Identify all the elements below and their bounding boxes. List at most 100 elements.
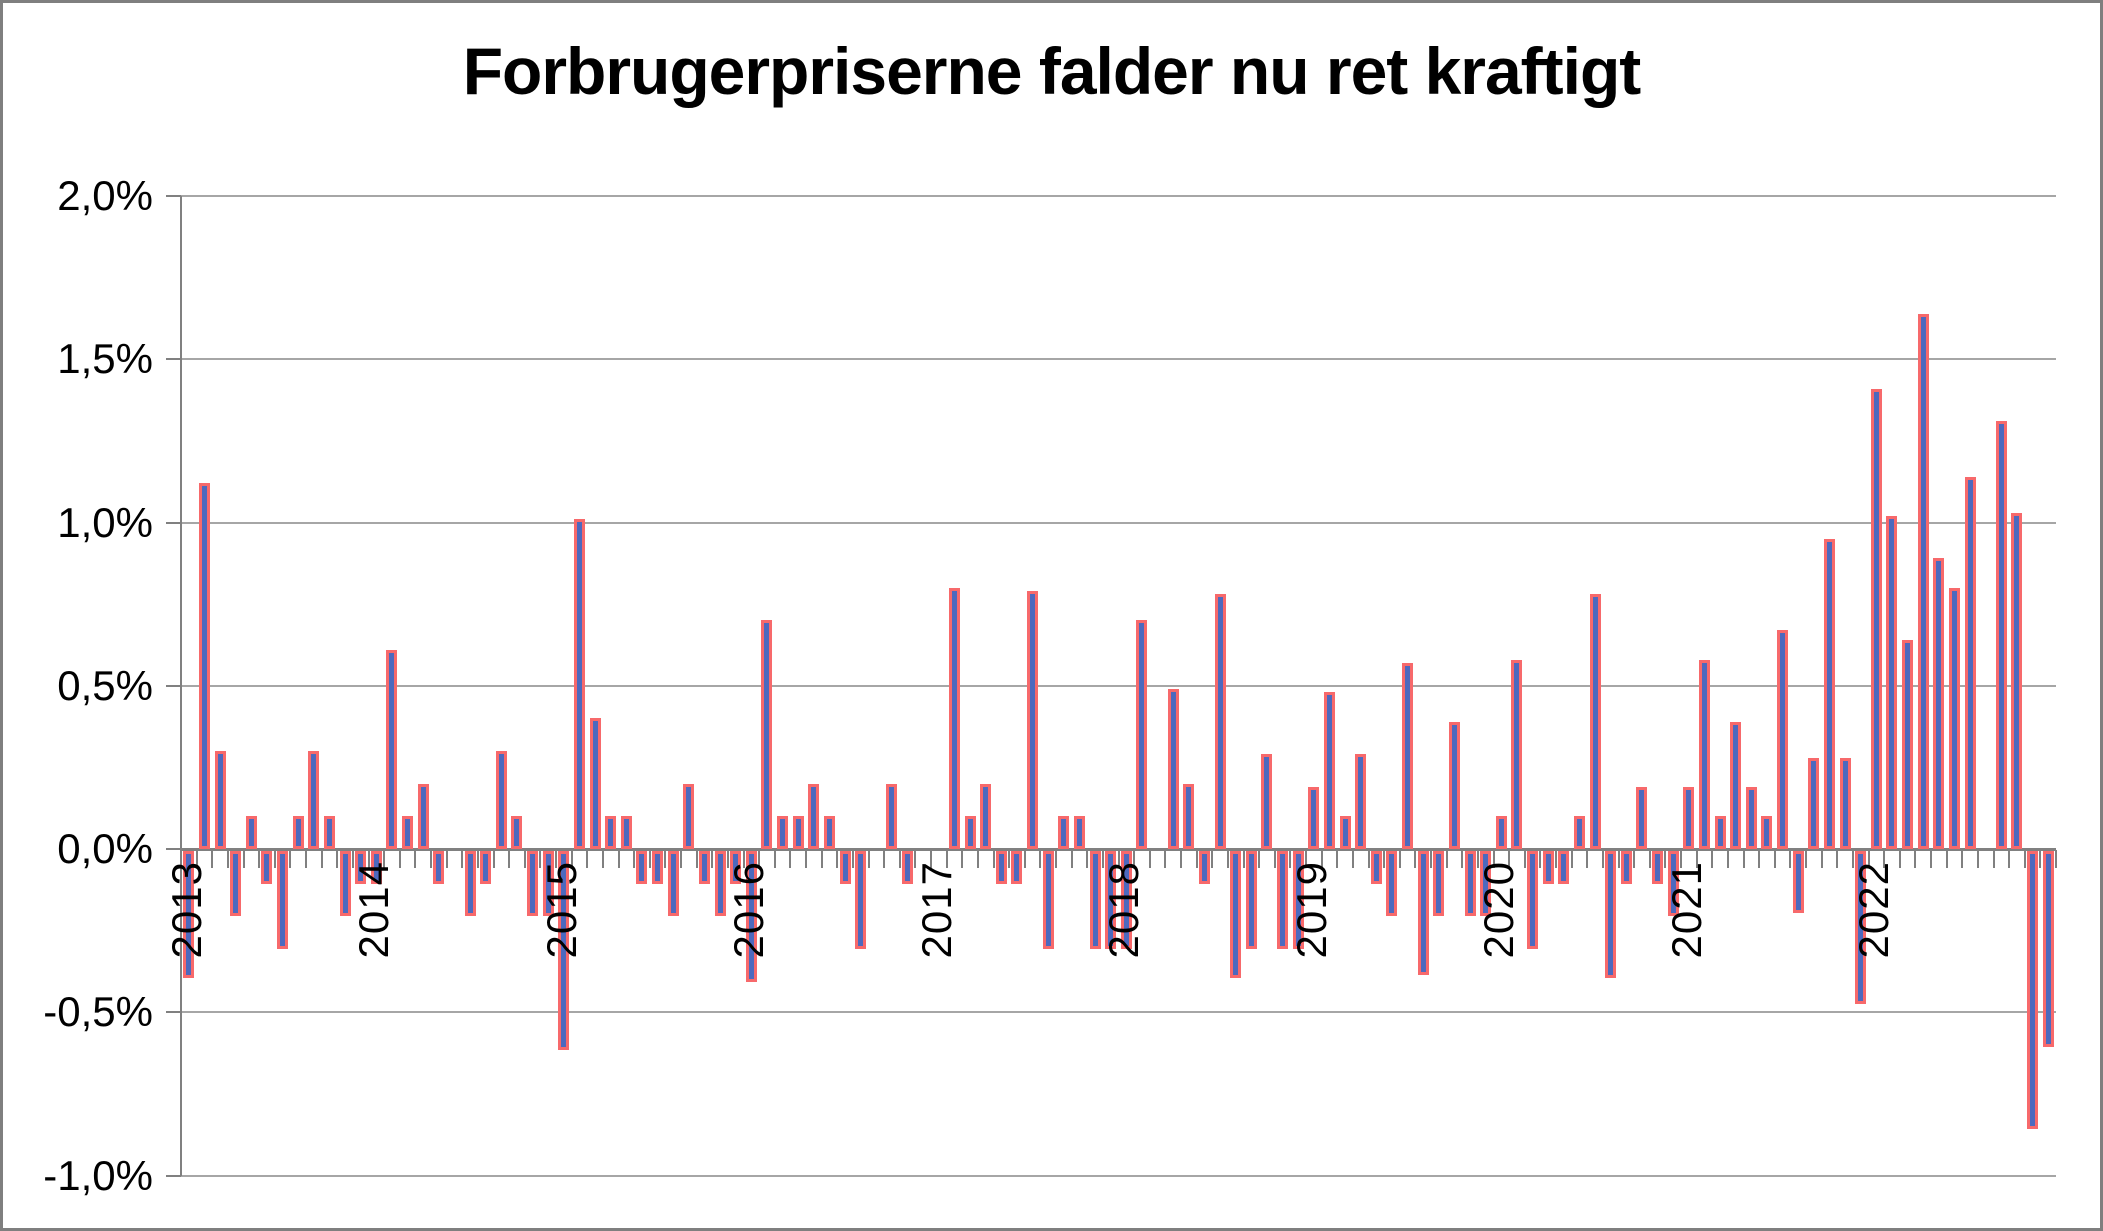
- y-axis-label: 1,0%: [57, 498, 153, 546]
- bar: [558, 851, 570, 1050]
- month-tick: [1523, 850, 1526, 868]
- bar: [1761, 816, 1773, 849]
- month-tick: [586, 850, 589, 868]
- month-tick: [1836, 850, 1839, 868]
- month-tick: [367, 850, 370, 868]
- month-tick: [445, 850, 448, 868]
- bar: [886, 784, 898, 849]
- bar: [1948, 588, 1960, 849]
- bar: [1402, 663, 1414, 849]
- month-tick: [1898, 850, 1901, 868]
- bar: [714, 851, 726, 916]
- month-tick: [898, 850, 901, 868]
- bar: [1386, 851, 1398, 916]
- bar: [1917, 314, 1929, 849]
- bar: [1308, 787, 1320, 849]
- bar: [1027, 591, 1039, 849]
- month-tick: [1195, 850, 1198, 868]
- month-tick: [1664, 850, 1667, 868]
- month-tick: [758, 850, 761, 868]
- bar: [1698, 660, 1710, 849]
- month-tick: [289, 850, 292, 868]
- month-tick: [930, 850, 932, 868]
- bar: [1355, 754, 1367, 849]
- month-tick: [1508, 850, 1511, 868]
- x-axis-year-label: 2014: [350, 861, 398, 959]
- month-tick: [1711, 850, 1714, 868]
- x-axis-zero-line: [181, 848, 2056, 851]
- bar: [1261, 754, 1273, 849]
- month-tick: [1586, 850, 1589, 868]
- bar: [1495, 816, 1507, 849]
- bar: [1105, 851, 1117, 949]
- bar: [823, 816, 835, 849]
- month-tick: [695, 850, 698, 868]
- y-axis-label: 0,5%: [57, 661, 153, 709]
- x-axis-year-label: 2013: [162, 861, 210, 959]
- month-tick: [1336, 850, 1339, 868]
- bar: [1558, 851, 1570, 884]
- y-axis-tick: [166, 521, 181, 524]
- month-tick: [2023, 850, 2026, 868]
- bar: [1058, 816, 1070, 849]
- month-tick: [1430, 850, 1432, 868]
- bar: [308, 751, 320, 849]
- month-tick: [336, 850, 339, 868]
- bar: [855, 851, 867, 949]
- month-tick: [2039, 850, 2042, 868]
- bar: [1855, 851, 1867, 1004]
- month-tick: [1133, 850, 1136, 868]
- month-tick: [945, 850, 948, 868]
- month-tick: [1351, 850, 1354, 868]
- bar: [839, 851, 851, 884]
- bar: [1870, 389, 1882, 849]
- bar: [1745, 787, 1757, 849]
- bar: [1433, 851, 1445, 916]
- month-tick: [851, 850, 854, 868]
- bar: [1339, 816, 1351, 849]
- bar: [1636, 787, 1648, 849]
- month-tick: [242, 850, 245, 868]
- bar: [1011, 851, 1023, 884]
- bar: [1714, 816, 1726, 849]
- bar: [292, 816, 304, 849]
- month-tick: [258, 850, 261, 868]
- month-tick: [1914, 850, 1917, 868]
- month-tick: [305, 850, 307, 868]
- bar: [605, 816, 617, 849]
- y-axis-tick: [166, 848, 181, 850]
- bar: [1417, 851, 1429, 975]
- month-tick: [773, 850, 776, 868]
- bar: [1448, 722, 1460, 849]
- bar: [573, 519, 585, 849]
- month-tick: [1180, 850, 1182, 868]
- month-tick: [492, 850, 495, 868]
- y-axis-tick: [166, 684, 181, 687]
- month-tick: [1867, 850, 1870, 868]
- bar: [480, 851, 492, 884]
- bar: [495, 751, 507, 849]
- month-tick: [1008, 850, 1011, 868]
- bar: [964, 816, 976, 849]
- bar: [1620, 851, 1632, 884]
- y-axis-tick: [166, 1011, 181, 1014]
- month-tick: [539, 850, 542, 868]
- month-tick: [1680, 850, 1682, 868]
- month-tick: [836, 850, 839, 868]
- month-tick: [805, 850, 807, 868]
- month-tick: [211, 850, 214, 868]
- month-tick: [1976, 850, 1979, 868]
- h-gridline: [181, 684, 2056, 687]
- month-tick: [2008, 850, 2011, 868]
- month-tick: [1601, 850, 1604, 868]
- month-tick: [1555, 850, 1557, 868]
- bar: [464, 851, 476, 916]
- bar: [1120, 851, 1132, 949]
- month-tick: [1070, 850, 1073, 868]
- month-tick: [742, 850, 745, 868]
- month-tick: [1039, 850, 1042, 868]
- bar: [777, 816, 789, 849]
- bar: [1136, 620, 1148, 849]
- month-tick: [867, 850, 870, 868]
